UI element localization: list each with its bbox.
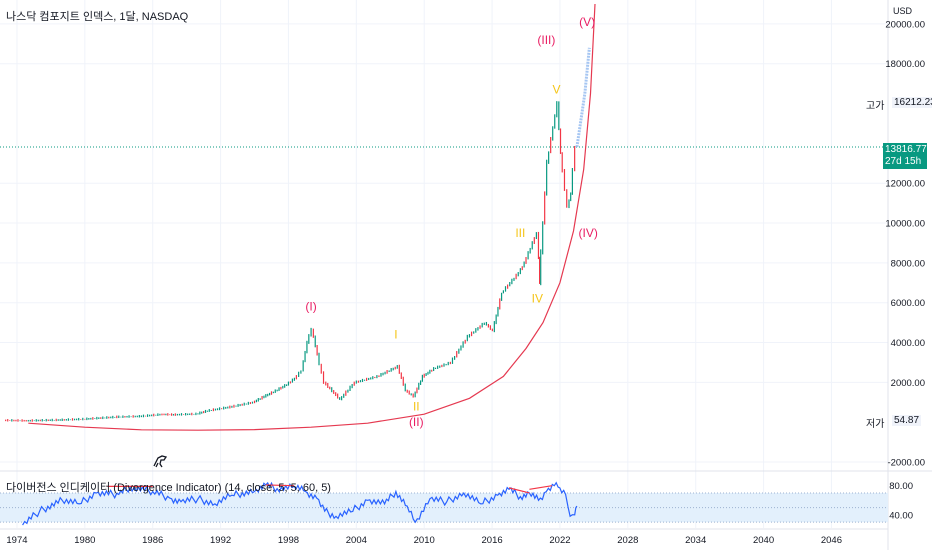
price-series xyxy=(5,101,576,422)
dino-cursor-icon xyxy=(153,455,168,468)
indicator-axis-label[interactable]: 80.00 xyxy=(889,481,913,492)
price-axis-label[interactable]: 18000.00 xyxy=(885,59,925,70)
divergence-line xyxy=(265,484,295,487)
parabolic-curve-line[interactable] xyxy=(28,3,596,431)
time-axis-label[interactable]: 1992 xyxy=(210,535,231,546)
time-axis-label[interactable]: 1974 xyxy=(6,535,27,546)
axes[interactable]: 20000.00 18000.00 12000.00 10000.00 8000.00 6… xyxy=(6,19,925,546)
wave-label[interactable]: (II) xyxy=(409,415,424,429)
divergence-line xyxy=(508,487,530,494)
time-axis-label[interactable]: 2034 xyxy=(685,535,706,546)
projection-segment xyxy=(583,47,591,94)
price-axis-label[interactable]: 20000.00 xyxy=(885,19,925,30)
parabolic-curve[interactable] xyxy=(28,3,596,431)
bar-countdown: 27d 15h xyxy=(885,156,922,167)
indicator-axis-label[interactable]: 40.00 xyxy=(889,510,913,521)
wave-label[interactable]: V xyxy=(553,83,561,97)
low-value: 54.87 xyxy=(892,415,922,426)
price-axis-label[interactable]: 6000.00 xyxy=(891,298,925,309)
indicator-band xyxy=(0,492,888,523)
high-value: 16212.23 xyxy=(892,97,932,108)
wave-label[interactable]: I xyxy=(394,328,397,342)
last-price: 13816.77 xyxy=(885,144,927,155)
time-axis-label[interactable]: 1998 xyxy=(278,535,299,546)
low-label: 저가 xyxy=(866,419,885,430)
wave-label[interactable]: IV xyxy=(532,292,543,306)
time-axis-label[interactable]: 2040 xyxy=(753,535,774,546)
wave-label[interactable]: (I) xyxy=(305,300,316,314)
currency-label[interactable]: USD xyxy=(893,6,913,16)
time-axis-label[interactable]: 2010 xyxy=(414,535,435,546)
wave-label[interactable]: (III) xyxy=(537,33,555,47)
symbol-legend[interactable]: 나스닥 컴포지트 인덱스, 1달, NASDAQ xyxy=(6,11,189,23)
projection-segment xyxy=(575,93,587,148)
projection-path xyxy=(575,47,591,148)
time-axis-label[interactable]: 2028 xyxy=(617,535,638,546)
indicator-line xyxy=(22,481,578,526)
time-axis-label[interactable]: 2022 xyxy=(549,535,570,546)
time-axis-label[interactable]: 2046 xyxy=(821,535,842,546)
time-axis-label[interactable]: 2016 xyxy=(482,535,503,546)
price-axis-label[interactable]: -2000.00 xyxy=(887,458,925,469)
price-axis-label[interactable]: 4000.00 xyxy=(891,338,925,349)
wave-label[interactable]: III xyxy=(515,226,525,240)
price-axis-label[interactable]: 12000.00 xyxy=(885,179,925,190)
last-price-tag: 13816.77 27d 15h xyxy=(883,143,927,169)
time-axis-label[interactable]: 1986 xyxy=(142,535,163,546)
indicator-legend[interactable]: 다이버전스 인디케이터 (Divergence Indicator) (14, … xyxy=(6,482,331,494)
price-axis-label[interactable]: 10000.00 xyxy=(885,219,925,230)
high-label: 고가 xyxy=(866,101,885,112)
divergence-line xyxy=(529,485,553,490)
wave-label[interactable]: II xyxy=(413,399,420,413)
price-axis-label[interactable]: 8000.00 xyxy=(891,258,925,269)
divergence-indicator-line xyxy=(22,481,578,526)
wave-label[interactable]: (IV) xyxy=(579,226,598,240)
price-axis-label[interactable]: 2000.00 xyxy=(891,378,925,389)
wave-label[interactable]: (V) xyxy=(579,15,595,29)
time-axis-label[interactable]: 1980 xyxy=(74,535,95,546)
time-axis-label[interactable]: 2004 xyxy=(346,535,367,546)
